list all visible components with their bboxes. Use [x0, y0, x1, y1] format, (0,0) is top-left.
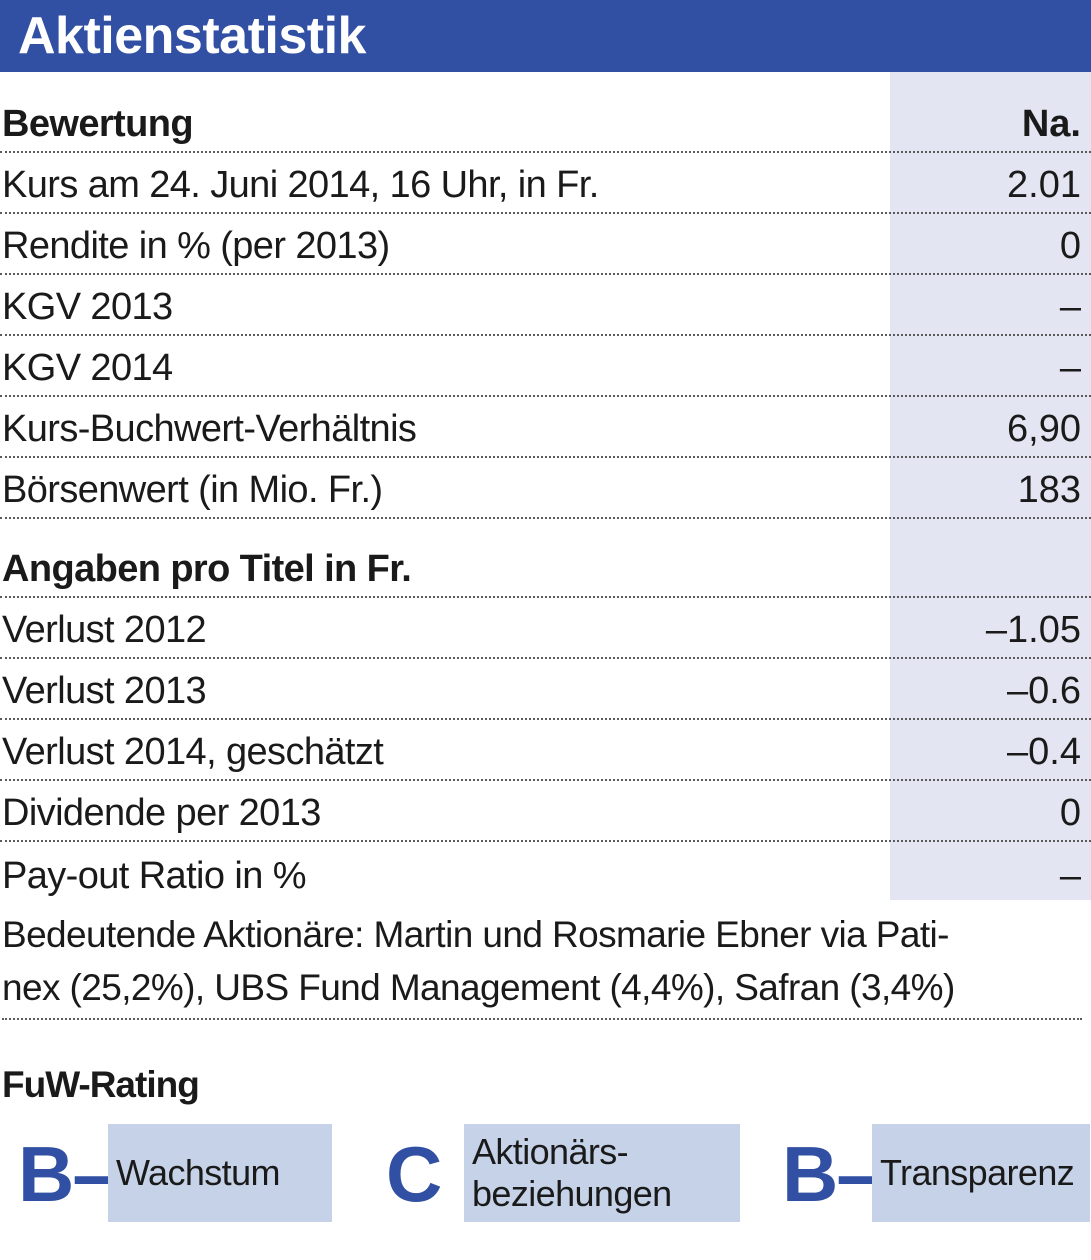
- table-row: Bewertung Na.: [0, 92, 1091, 153]
- rating-label-growth: Wachstum: [116, 1124, 281, 1222]
- row-value: 183: [1017, 469, 1081, 511]
- row-label: Angaben pro Titel in Fr.: [2, 548, 412, 590]
- row-label: Rendite in % (per 2013): [2, 225, 390, 267]
- row-label: Verlust 2014, geschätzt: [2, 731, 384, 773]
- row-value: –1.05: [985, 609, 1081, 651]
- rating-grade-shareholder-relations: C: [386, 1130, 442, 1218]
- row-value: 0: [1059, 792, 1081, 834]
- table-row: KGV 2014 –: [0, 336, 1091, 397]
- row-value: –0.6: [1007, 670, 1081, 712]
- row-label: Börsenwert (in Mio. Fr.): [2, 469, 383, 511]
- table-row: Pay-out Ratio in % –: [0, 842, 1091, 903]
- row-value: –: [1059, 347, 1081, 389]
- row-value: –0.4: [1007, 731, 1081, 773]
- row-label: Verlust 2012: [2, 609, 207, 651]
- table-row: KGV 2013 –: [0, 275, 1091, 336]
- row-value: –: [1059, 286, 1081, 328]
- page-title: Aktienstatistik: [18, 7, 366, 65]
- rating-box-growth: Wachstum: [108, 1124, 332, 1222]
- table-row: Dividende per 2013 0: [0, 781, 1091, 842]
- row-value: 2.01: [1007, 164, 1081, 206]
- rating-label-line-2: beziehungen: [472, 1173, 672, 1214]
- rating-grade-growth: B–: [18, 1130, 116, 1218]
- row-value: –: [1059, 855, 1081, 897]
- value-column-background: [890, 72, 1091, 900]
- shareholders-line-2: nex (25,2%), UBS Fund Management (4,4%),…: [2, 967, 955, 1008]
- title-bar: Aktienstatistik: [0, 0, 1091, 72]
- row-label: Kurs-Buchwert-Verhältnis: [2, 408, 417, 450]
- rating-title: FuW-Rating: [2, 1064, 200, 1105]
- rating-box-transparency: Transparenz: [872, 1124, 1090, 1222]
- row-label: KGV 2014: [2, 347, 173, 389]
- rating-label-line-1: Aktionärs-: [472, 1131, 629, 1172]
- rating-label-transparency-text: Transparenz: [880, 1152, 1075, 1193]
- table-row: Verlust 2013 –0.6: [0, 659, 1091, 720]
- row-label: Dividende per 2013: [2, 792, 321, 834]
- row-value: 6,90: [1007, 408, 1081, 450]
- rating-label-shareholder-relations: Aktionärs- beziehungen: [472, 1124, 672, 1222]
- table-row: Börsenwert (in Mio. Fr.) 183: [0, 458, 1091, 519]
- table-row: Kurs-Buchwert-Verhältnis 6,90: [0, 397, 1091, 458]
- table-row: Angaben pro Titel in Fr.: [0, 537, 1091, 598]
- rating-box-shareholder-relations: Aktionärs- beziehungen: [464, 1124, 740, 1222]
- shareholders-note: Bedeutende Aktionäre: Martin und Rosmari…: [2, 908, 1082, 1020]
- rating-label-growth-text: Wachstum: [116, 1152, 281, 1193]
- row-label: Pay-out Ratio in %: [2, 855, 307, 897]
- row-label: Bewertung: [2, 103, 194, 145]
- rating-grade-transparency: B–: [782, 1130, 880, 1218]
- shareholders-line-1: Bedeutende Aktionäre: Martin und Rosmari…: [2, 914, 949, 955]
- row-label: KGV 2013: [2, 286, 173, 328]
- table-row: Verlust 2014, geschätzt –0.4: [0, 720, 1091, 781]
- rating-label-transparency: Transparenz: [880, 1124, 1075, 1222]
- row-value: Na.: [1021, 103, 1081, 145]
- row-label: Verlust 2013: [2, 670, 207, 712]
- table-row: Verlust 2012 –1.05: [0, 598, 1091, 659]
- table-row: Rendite in % (per 2013) 0: [0, 214, 1091, 275]
- table-row: Kurs am 24. Juni 2014, 16 Uhr, in Fr. 2.…: [0, 153, 1091, 214]
- row-value: 0: [1059, 225, 1081, 267]
- row-label: Kurs am 24. Juni 2014, 16 Uhr, in Fr.: [2, 164, 599, 206]
